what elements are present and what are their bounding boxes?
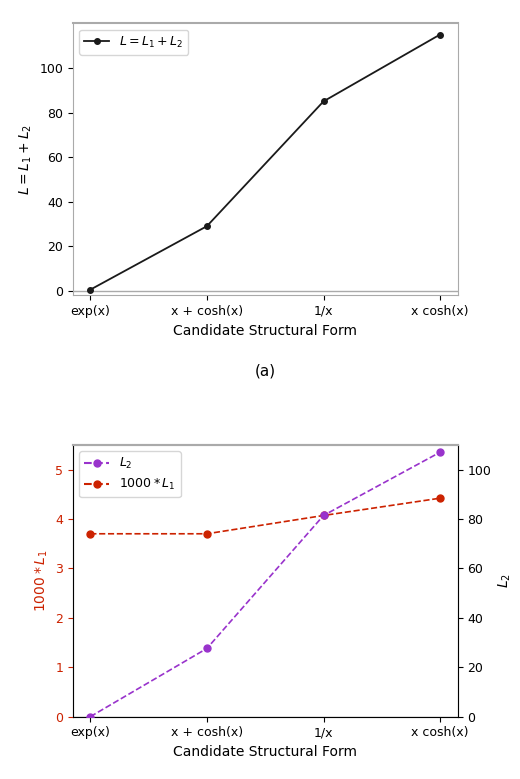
- $L = L_1 + L_2$: [87, 285, 94, 294]
- $L_2$: [87, 712, 94, 721]
- $L_2$: [204, 643, 210, 653]
- $1000*L_1$: [437, 494, 443, 503]
- $L_2$: [437, 447, 443, 456]
- Line: $L = L_1 + L_2$: $L = L_1 + L_2$: [87, 32, 443, 292]
- X-axis label: Candidate Structural Form: Candidate Structural Form: [173, 745, 357, 759]
- Legend: $L = L_1 + L_2$: $L = L_1 + L_2$: [79, 30, 188, 55]
- $1000*L_1$: [320, 511, 327, 520]
- $L_2$: [320, 511, 327, 520]
- Line: $L_2$: $L_2$: [87, 449, 444, 720]
- $1000*L_1$: [204, 529, 210, 538]
- Y-axis label: $L = L_1 + L_2$: $L = L_1 + L_2$: [17, 124, 34, 195]
- $L = L_1 + L_2$: [320, 97, 327, 106]
- Line: $1000*L_1$: $1000*L_1$: [87, 495, 444, 538]
- X-axis label: Candidate Structural Form: Candidate Structural Form: [173, 323, 357, 337]
- Text: (a): (a): [255, 364, 276, 379]
- $L = L_1 + L_2$: [204, 221, 210, 231]
- $L = L_1 + L_2$: [437, 30, 443, 39]
- Y-axis label: $1000 * L_1$: $1000 * L_1$: [33, 549, 49, 612]
- Y-axis label: $L_2$: $L_2$: [497, 573, 513, 588]
- $1000*L_1$: [87, 529, 94, 538]
- Legend: $L_2$, $1000*L_1$: $L_2$, $1000*L_1$: [79, 451, 180, 498]
